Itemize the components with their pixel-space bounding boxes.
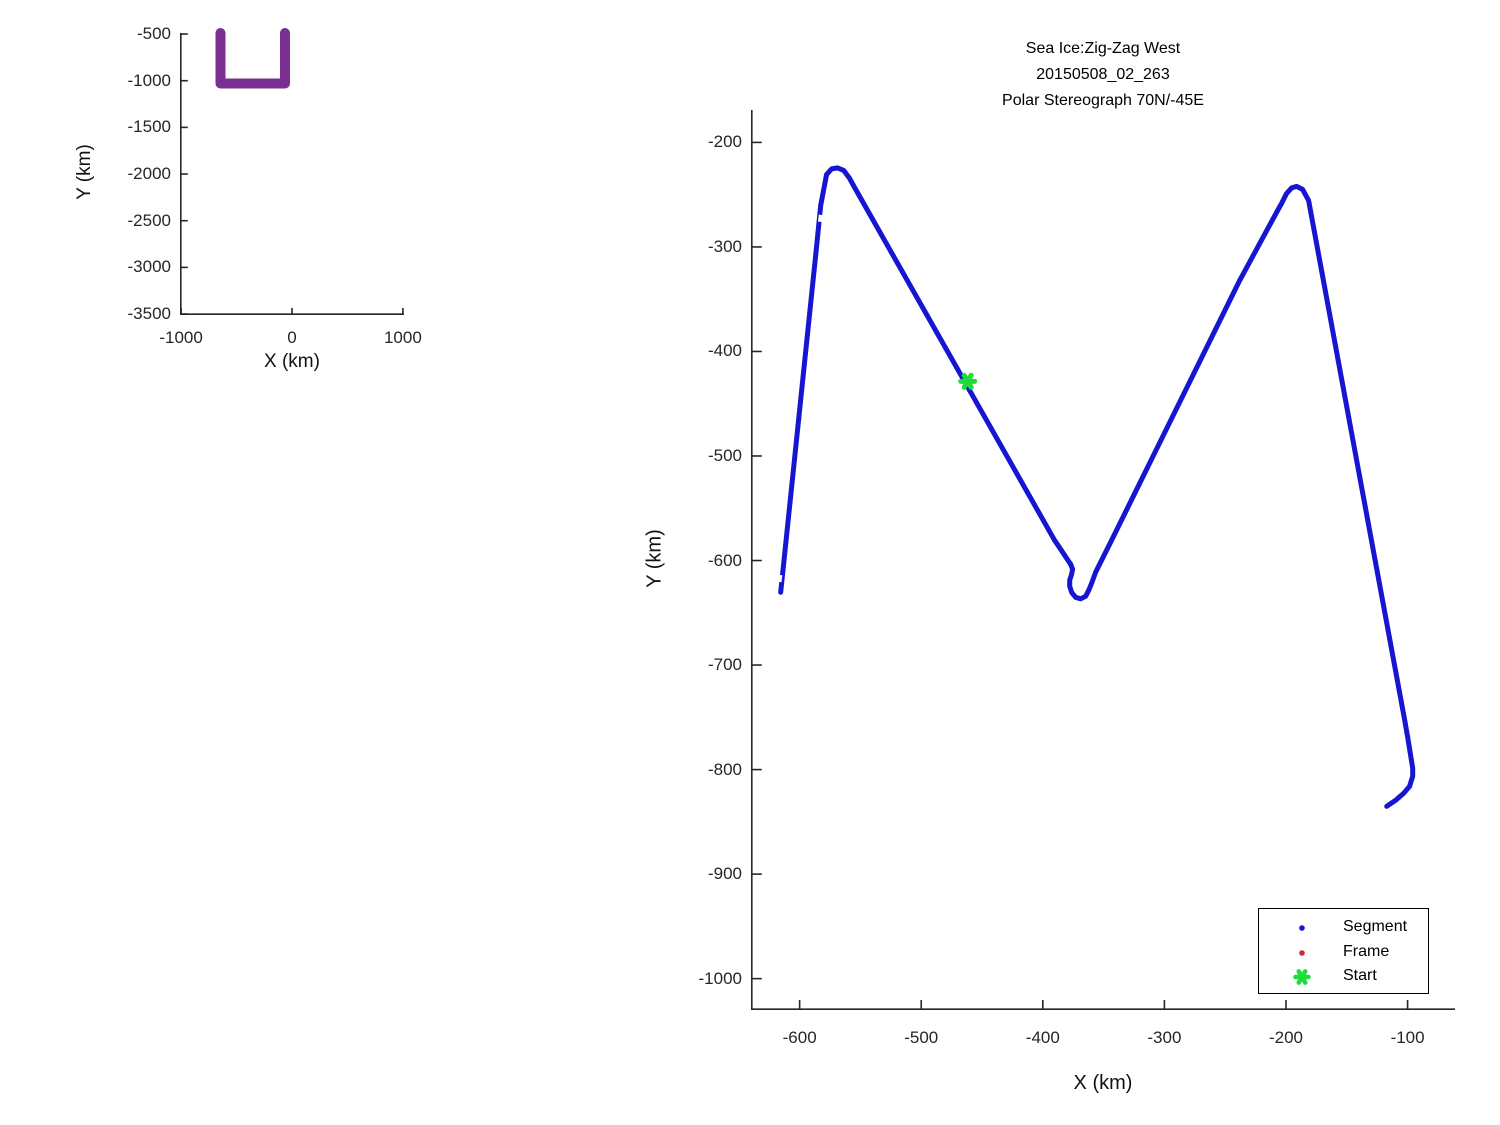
overview-axes <box>180 28 404 316</box>
overview-trajectory-line <box>215 28 290 89</box>
y-tick-label: -300 <box>707 236 742 256</box>
main-axes <box>751 110 1455 1011</box>
plot-title-line-3: Polar Stereograph 70N/-45E <box>1002 92 1204 109</box>
legend-label-frame: Frame <box>1343 943 1390 960</box>
plot-title-line-1: Sea Ice:Zig-Zag West <box>1025 40 1181 57</box>
y-tick-label: -200 <box>707 132 742 152</box>
x-tick-label: -600 <box>782 1028 817 1047</box>
y-tick-label: -3500 <box>127 304 171 324</box>
y-tick-label: -900 <box>707 864 742 884</box>
plot-title-line-2: 20150508_02_263 <box>1036 66 1170 83</box>
x-tick-label: -500 <box>904 1028 939 1047</box>
x-tick-label: 1000 <box>383 328 422 347</box>
y-tick-label: -1500 <box>127 117 171 137</box>
legend-asterisk-glyph <box>1293 969 1311 985</box>
x-tick-label: -200 <box>1268 1028 1303 1047</box>
y-tick-label: -500 <box>136 24 171 44</box>
x-tick-label: -400 <box>1025 1028 1060 1047</box>
x-tick-label: -1000 <box>159 328 203 347</box>
legend-marker-segment-dot-icon <box>1299 925 1305 931</box>
main-x-axis-label: X (km) <box>1073 1072 1133 1094</box>
legend-marker-start-asterisk-icon <box>1293 969 1311 985</box>
y-tick-label: -2500 <box>127 210 171 230</box>
legend-label-start: Start <box>1343 967 1377 984</box>
start-marker <box>958 372 978 390</box>
segment-gap <box>818 214 826 223</box>
y-tick-label: -1000 <box>127 70 171 90</box>
x-tick-label: -100 <box>1390 1028 1425 1047</box>
y-tick-label: -400 <box>707 341 742 361</box>
x-tick-label: -300 <box>1147 1028 1182 1047</box>
overview-x-axis-label: X (km) <box>264 351 320 372</box>
y-tick-label: -700 <box>707 655 742 675</box>
y-tick-label: -800 <box>707 759 742 779</box>
overview-plot: Y (km) X (km) -1000 0 1000 -500 -1000 -1500 -2… <box>74 24 422 372</box>
y-tick-label: -3000 <box>127 257 171 277</box>
plot-title: Sea Ice:Zig-Zag West 20150508_02_263 Pol… <box>751 36 1455 114</box>
y-tick-label: -600 <box>707 550 742 570</box>
y-tick-label: -2000 <box>127 164 171 184</box>
y-tick-label: -500 <box>707 445 742 465</box>
main-trajectory-line <box>778 165 1416 809</box>
legend-marker-frame-dot-icon <box>1299 950 1305 956</box>
y-tick-label: -1000 <box>698 968 742 988</box>
x-tick-label: 0 <box>287 328 297 347</box>
main-plot: Sea Ice:Zig-Zag West 20150508_02_263 Pol… <box>644 40 1455 1094</box>
legend: Segment Frame Start <box>1258 908 1429 994</box>
legend-label-segment: Segment <box>1343 918 1408 935</box>
segment-gap <box>775 574 783 583</box>
